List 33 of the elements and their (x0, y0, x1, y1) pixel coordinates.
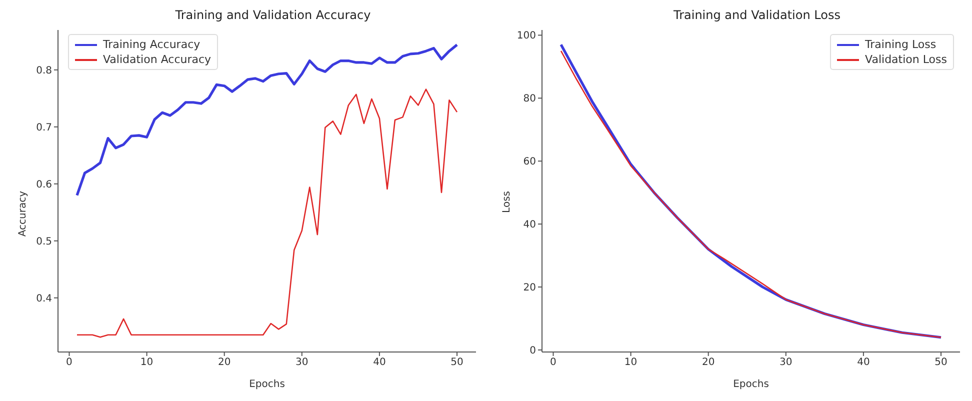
y-tick-label: 0.6 (36, 179, 52, 190)
y-tick-label: 80 (523, 94, 536, 105)
y-tick-label: 0.7 (36, 122, 52, 134)
legend-label: Validation Loss (865, 52, 947, 67)
x-tick-label: 0 (550, 357, 556, 368)
x-axis-title: Epochs (249, 379, 285, 390)
x-tick-label: 50 (934, 357, 948, 368)
chart-title: Training and Validation Accuracy (174, 8, 372, 24)
chart-title: Training and Validation Loss (672, 8, 842, 24)
x-tick-label: 20 (218, 357, 231, 368)
x-tick-label: 50 (450, 357, 464, 368)
y-axis-title: Accuracy (18, 190, 29, 237)
y-axis-title: Loss (502, 191, 513, 213)
y-tick-label: 20 (523, 282, 536, 294)
y-tick-label: 0.5 (36, 236, 52, 248)
x-tick-label: 20 (702, 357, 715, 368)
x-tick-label: 10 (140, 357, 154, 368)
y-tick-label: 100 (516, 30, 536, 42)
x-tick-label: 40 (373, 357, 386, 368)
y-tick-label: 0 (530, 346, 536, 357)
y-tick-label: 40 (523, 220, 536, 231)
x-tick-label: 40 (857, 357, 870, 368)
x-tick-label: 30 (780, 357, 792, 368)
y-tick-label: 60 (523, 156, 536, 168)
x-tick-label: 30 (296, 357, 308, 368)
y-tick-label: 0.8 (36, 65, 52, 76)
y-tick-label: 0.4 (36, 293, 52, 304)
x-tick-label: 0 (66, 357, 72, 368)
x-axis-title: Epochs (733, 379, 769, 390)
legend-label: Validation Accuracy (103, 52, 212, 67)
legend-label: Training Accuracy (103, 37, 200, 52)
legend-label: Training Loss (865, 37, 936, 52)
x-tick-label: 10 (624, 357, 638, 368)
